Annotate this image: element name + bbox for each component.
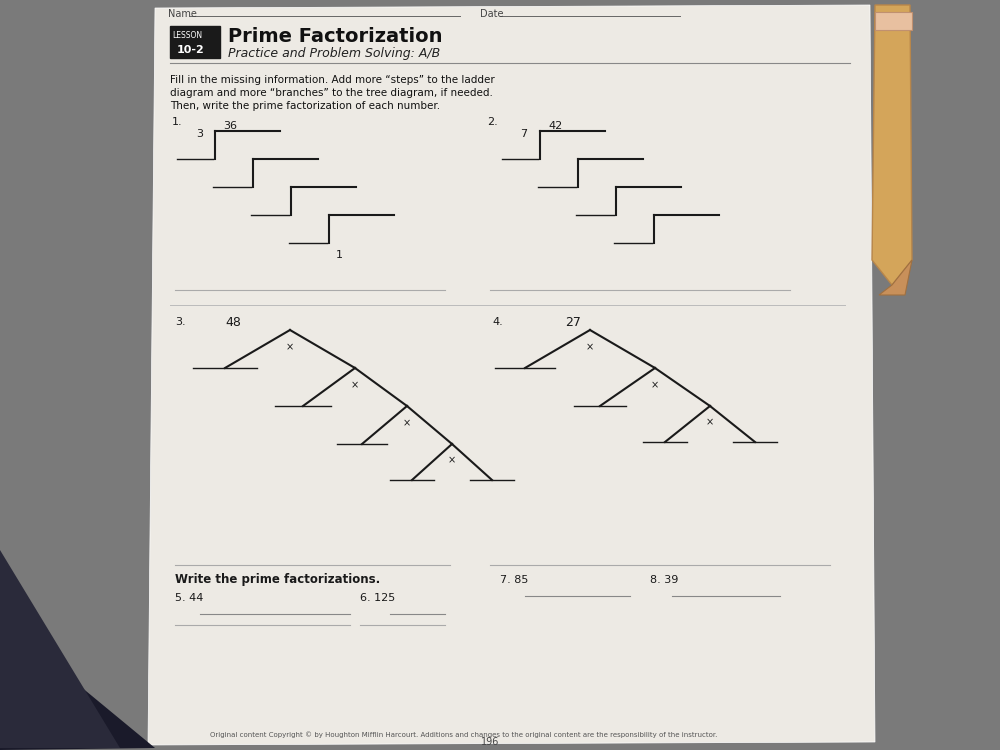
Text: 1.: 1. xyxy=(172,117,183,127)
Text: 27: 27 xyxy=(565,316,581,328)
Text: 3: 3 xyxy=(196,129,203,139)
Polygon shape xyxy=(0,550,120,748)
Text: ×: × xyxy=(586,342,594,352)
Text: ×: × xyxy=(286,342,294,352)
FancyBboxPatch shape xyxy=(875,12,912,30)
Text: Original content Copyright © by Houghton Mifflin Harcourt. Additions and changes: Original content Copyright © by Houghton… xyxy=(210,732,717,738)
Text: 48: 48 xyxy=(225,316,241,328)
Text: 196: 196 xyxy=(481,737,499,747)
Text: 8. 39: 8. 39 xyxy=(650,575,678,585)
Text: ×: × xyxy=(706,417,714,428)
FancyBboxPatch shape xyxy=(170,26,220,58)
Text: 6. 125: 6. 125 xyxy=(360,593,395,603)
Text: diagram and more “branches” to the tree diagram, if needed.: diagram and more “branches” to the tree … xyxy=(170,88,493,98)
Text: Date: Date xyxy=(480,9,504,19)
Text: 4.: 4. xyxy=(492,317,503,327)
Text: ×: × xyxy=(651,380,659,390)
Text: 7: 7 xyxy=(520,129,527,139)
Text: 42: 42 xyxy=(548,121,562,131)
Text: 10-2: 10-2 xyxy=(177,45,205,55)
Text: Fill in the missing information. Add more “steps” to the ladder: Fill in the missing information. Add mor… xyxy=(170,75,495,85)
Text: 1: 1 xyxy=(336,250,342,260)
Text: Then, write the prime factorization of each number.: Then, write the prime factorization of e… xyxy=(170,101,440,111)
Text: Prime Factorization: Prime Factorization xyxy=(228,28,442,46)
Text: 3.: 3. xyxy=(175,317,186,327)
Text: Practice and Problem Solving: A/B: Practice and Problem Solving: A/B xyxy=(228,47,440,61)
Text: LESSON: LESSON xyxy=(172,32,202,40)
Text: 7. 85: 7. 85 xyxy=(500,575,528,585)
Polygon shape xyxy=(148,5,875,745)
Text: ×: × xyxy=(351,380,359,390)
Text: Write the prime factorizations.: Write the prime factorizations. xyxy=(175,574,380,586)
Text: 5. 44: 5. 44 xyxy=(175,593,203,603)
Text: Name: Name xyxy=(168,9,197,19)
Text: 2.: 2. xyxy=(487,117,498,127)
Polygon shape xyxy=(0,620,155,750)
Text: 36: 36 xyxy=(223,121,237,131)
Text: ×: × xyxy=(448,455,456,465)
Polygon shape xyxy=(872,5,912,285)
Text: ×: × xyxy=(403,418,411,428)
Polygon shape xyxy=(879,260,912,295)
